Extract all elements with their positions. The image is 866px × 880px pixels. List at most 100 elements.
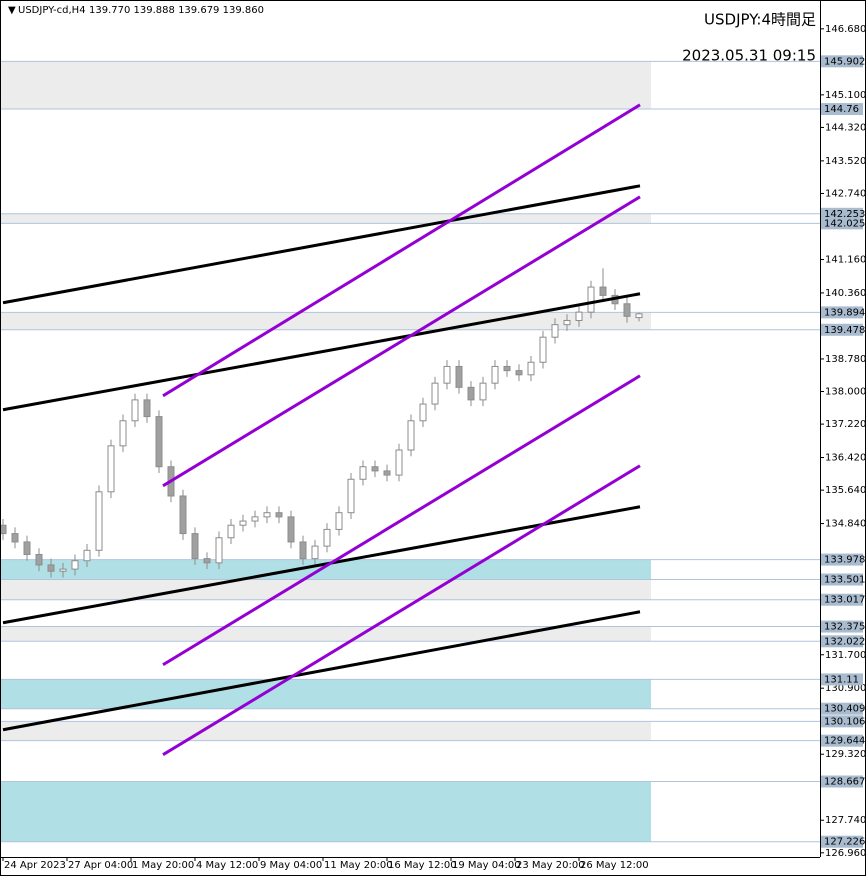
level-label-box xyxy=(821,306,863,319)
y-tick-label: 138.000 xyxy=(825,387,866,398)
candle-body xyxy=(215,537,223,564)
trend-line xyxy=(162,195,641,488)
level-label-box xyxy=(821,573,863,586)
zone xyxy=(0,312,651,330)
ohlc-header: 139.770 139.888 139.679 139.860 xyxy=(89,5,264,16)
level-label-box xyxy=(821,553,863,566)
level-label: 133.978 xyxy=(824,555,865,566)
candle-body xyxy=(131,399,139,422)
x-tick-label: 23 May 20:00 xyxy=(516,860,585,871)
level-label: 133.501 xyxy=(824,575,865,586)
level-label: 142.253 xyxy=(824,209,865,220)
x-tick-label: 4 May 12:00 xyxy=(196,860,258,871)
level-label: 128.667 xyxy=(824,776,865,787)
y-tick-label: 138.780 xyxy=(825,354,866,365)
y-tick-label: 145.100 xyxy=(825,90,866,101)
candle-body xyxy=(515,370,523,376)
level-label: 139.478 xyxy=(824,325,865,336)
candle-body xyxy=(287,516,295,543)
x-tick-label: 16 May 12:00 xyxy=(388,860,457,871)
candle-body xyxy=(251,516,259,522)
candle-body xyxy=(239,520,247,526)
trend-line xyxy=(2,610,641,732)
candle-body xyxy=(359,466,367,480)
trend-line xyxy=(162,374,641,667)
candle-body xyxy=(539,336,547,363)
candle-body xyxy=(155,416,163,468)
candle-body xyxy=(563,319,571,326)
level-label: 132.375 xyxy=(824,622,865,633)
level-label: 142.025 xyxy=(824,218,865,229)
candle-body xyxy=(47,564,55,572)
x-tick-label: 11 May 20:00 xyxy=(324,860,393,871)
candle-body xyxy=(455,365,463,388)
candle-body xyxy=(443,365,451,384)
y-tick-label: 146.680 xyxy=(825,24,866,35)
candle-body xyxy=(419,403,427,422)
y-tick-label: 136.420 xyxy=(825,453,866,464)
y-tick-label: 142.740 xyxy=(825,188,866,199)
level-label: 127.226 xyxy=(824,837,865,848)
y-tick-label: 143.520 xyxy=(825,156,866,167)
y-tick-label: 144.320 xyxy=(825,122,866,133)
candle-body xyxy=(587,286,595,313)
level-label-box xyxy=(821,835,863,848)
chart-title: USDJPY:4時間足 xyxy=(704,11,816,29)
candle-body xyxy=(467,386,475,401)
level-label: 130.106 xyxy=(824,716,865,727)
candle-body xyxy=(635,313,643,319)
zone xyxy=(0,213,651,224)
plot xyxy=(0,60,820,843)
level-label-box xyxy=(821,323,863,336)
candle-body xyxy=(311,545,319,560)
zone xyxy=(0,579,651,600)
candle-body xyxy=(263,512,271,518)
candle-body xyxy=(407,420,415,451)
zone xyxy=(0,679,651,709)
x-tick-label: 27 Apr 04:00 xyxy=(68,860,133,871)
y-tick-label: 130.900 xyxy=(825,683,866,694)
zone xyxy=(0,721,651,741)
candle-body xyxy=(191,533,199,560)
candle-body xyxy=(179,495,187,535)
candle-body xyxy=(59,568,67,572)
level-label: 132.022 xyxy=(824,636,865,647)
y-tick-label: 141.160 xyxy=(825,254,866,265)
level-label: 133.017 xyxy=(824,595,865,606)
candle-body xyxy=(83,549,91,562)
y-tick-label: 129.320 xyxy=(825,749,866,760)
candle-body xyxy=(527,361,535,376)
candle-body xyxy=(203,558,211,564)
candle-body xyxy=(71,560,79,570)
level-label-box xyxy=(821,734,863,747)
candle-body xyxy=(11,533,19,543)
y-tick-label: 126.960 xyxy=(825,848,866,859)
level-label: 144.76 xyxy=(824,104,859,115)
trend-line xyxy=(2,184,641,305)
level-label-box xyxy=(821,635,863,648)
candle-body xyxy=(491,365,499,384)
candle-body xyxy=(575,311,583,321)
candle-body xyxy=(35,553,43,566)
level-label: 131.11 xyxy=(824,674,859,685)
y-tick-label: 127.740 xyxy=(825,815,866,826)
y-tick-label: 137.220 xyxy=(825,419,866,430)
candle-body xyxy=(503,365,511,372)
zone xyxy=(0,559,651,580)
candle-body xyxy=(383,470,391,476)
y-tick-label: 140.360 xyxy=(825,288,866,299)
x-tick-label: 19 May 04:00 xyxy=(452,860,521,871)
x-tick-label: 1 May 20:00 xyxy=(132,860,194,871)
level-label-box xyxy=(821,620,863,633)
candle-body xyxy=(395,449,403,476)
symbol: USDJPY-cd,H4 xyxy=(18,5,86,16)
candle-body xyxy=(323,528,331,547)
candle-body xyxy=(95,491,103,551)
level-label-box xyxy=(821,673,863,686)
chart-subtitle: 2023.05.31 09:15 xyxy=(682,47,816,65)
candle-body xyxy=(227,524,235,539)
trend-line xyxy=(162,103,641,398)
zone xyxy=(0,61,651,110)
zone xyxy=(0,781,651,842)
